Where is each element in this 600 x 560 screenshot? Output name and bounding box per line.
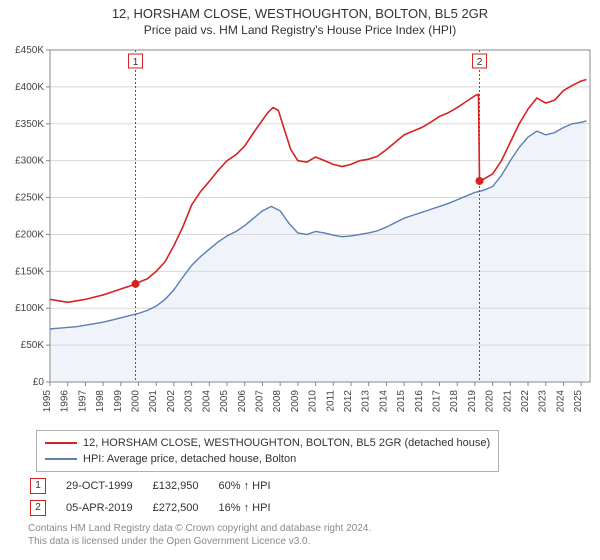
legend-label: HPI: Average price, detached house, Bolt… [83, 451, 296, 467]
event-price: £132,950 [153, 476, 217, 496]
event-row: 2 05-APR-2019£272,50016% ↑ HPI [30, 498, 289, 518]
svg-text:£200K: £200K [15, 229, 44, 240]
svg-text:£0: £0 [33, 377, 45, 388]
events-table: 1 29-OCT-1999£132,95060% ↑ HPI 2 05-APR-201… [28, 474, 291, 520]
svg-text:2006: 2006 [237, 390, 248, 413]
svg-text:£100K: £100K [15, 303, 44, 314]
svg-text:2003: 2003 [184, 390, 195, 413]
event-row: 1 29-OCT-1999£132,95060% ↑ HPI [30, 476, 289, 496]
event-number-box: 2 [30, 500, 46, 516]
svg-text:1998: 1998 [95, 390, 106, 413]
legend-swatch [45, 442, 77, 444]
svg-text:2023: 2023 [538, 390, 549, 413]
svg-text:£450K: £450K [15, 45, 44, 56]
svg-text:2024: 2024 [555, 390, 566, 413]
svg-text:1996: 1996 [60, 390, 71, 413]
svg-text:2008: 2008 [272, 390, 283, 413]
legend: 12, HORSHAM CLOSE, WESTHOUGHTON, BOLTON,… [36, 430, 499, 472]
svg-text:2013: 2013 [361, 390, 372, 413]
svg-text:2001: 2001 [148, 390, 159, 413]
legend-label: 12, HORSHAM CLOSE, WESTHOUGHTON, BOLTON,… [83, 435, 490, 451]
svg-text:2009: 2009 [290, 390, 301, 413]
svg-text:£150K: £150K [15, 266, 44, 277]
chart-title-line1: 12, HORSHAM CLOSE, WESTHOUGHTON, BOLTON,… [0, 6, 600, 21]
svg-text:2016: 2016 [414, 390, 425, 413]
attribution-text: Contains HM Land Registry data © Crown c… [28, 522, 590, 548]
event-date: 29-OCT-1999 [66, 476, 151, 496]
svg-text:2015: 2015 [396, 390, 407, 413]
svg-text:1999: 1999 [113, 390, 124, 413]
svg-text:£250K: £250K [15, 193, 44, 204]
price-chart: £0 £50K £100K £150K £200K £250K £300K £350K £400… [0, 42, 600, 422]
svg-text:£400K: £400K [15, 82, 44, 93]
event-number-box: 1 [30, 478, 46, 494]
event-relative: 60% ↑ HPI [219, 476, 289, 496]
svg-text:2: 2 [477, 57, 483, 68]
attribution-line1: Contains HM Land Registry data © Crown c… [28, 522, 590, 535]
svg-text:2005: 2005 [219, 390, 230, 413]
svg-text:2002: 2002 [166, 390, 177, 413]
svg-text:2012: 2012 [343, 390, 354, 413]
legend-row: 12, HORSHAM CLOSE, WESTHOUGHTON, BOLTON,… [45, 435, 490, 451]
chart-title-line2: Price paid vs. HM Land Registry's House … [0, 23, 600, 37]
event-relative: 16% ↑ HPI [219, 498, 289, 518]
svg-text:2021: 2021 [502, 390, 513, 413]
svg-text:2010: 2010 [308, 390, 319, 413]
svg-text:1995: 1995 [42, 390, 53, 413]
svg-text:2004: 2004 [201, 390, 212, 413]
svg-text:£350K: £350K [15, 119, 44, 130]
svg-text:2019: 2019 [467, 390, 478, 413]
svg-text:2018: 2018 [449, 390, 460, 413]
svg-text:2022: 2022 [520, 390, 531, 413]
svg-text:£300K: £300K [15, 156, 44, 167]
legend-swatch [45, 458, 77, 460]
legend-row: HPI: Average price, detached house, Bolt… [45, 451, 490, 467]
event-date: 05-APR-2019 [66, 498, 151, 518]
svg-text:2025: 2025 [573, 390, 584, 413]
svg-text:1997: 1997 [77, 390, 88, 413]
attribution-line2: This data is licensed under the Open Gov… [28, 535, 590, 548]
svg-text:2014: 2014 [378, 390, 389, 413]
svg-text:2020: 2020 [485, 390, 496, 413]
svg-text:2007: 2007 [254, 390, 265, 413]
svg-text:2000: 2000 [131, 390, 142, 413]
svg-text:1: 1 [133, 57, 139, 68]
svg-text:2011: 2011 [325, 390, 336, 412]
event-price: £272,500 [153, 498, 217, 518]
svg-text:£50K: £50K [21, 340, 45, 351]
svg-text:2017: 2017 [432, 390, 443, 413]
